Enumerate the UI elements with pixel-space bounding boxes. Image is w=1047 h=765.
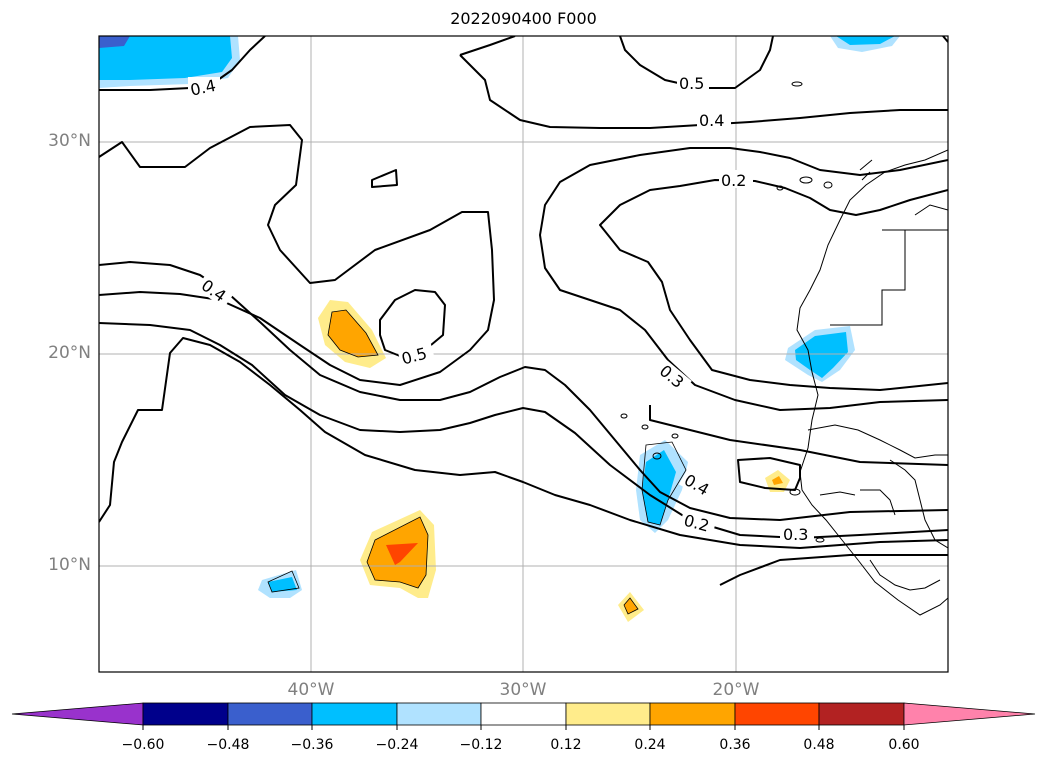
- map-frame: [98, 35, 949, 673]
- coastlines: [620, 81, 948, 616]
- colorbar-segment: [396, 702, 482, 726]
- lon-label: 20°W: [712, 680, 760, 700]
- lat-label: 10°N: [48, 555, 91, 575]
- colorbar-tick-label: −0.48: [206, 737, 250, 753]
- colorbar-tick-label: 0.24: [634, 737, 666, 753]
- lon-label: 40°W: [287, 680, 335, 700]
- colorbar-tick-label: 0.60: [888, 737, 920, 753]
- lat-label: 20°N: [48, 343, 91, 363]
- colorbar-extend-high: [903, 702, 1036, 726]
- colorbar-segment: [311, 702, 398, 726]
- contour-label: 0.4: [189, 76, 218, 100]
- colorbar-tick-label: −0.24: [375, 737, 419, 753]
- colorbar-tick-label: 0.48: [803, 737, 835, 753]
- contour-label: 0.2: [721, 171, 746, 190]
- colorbar-tick-label: −0.12: [459, 737, 503, 753]
- colorbar-segment: [565, 702, 651, 726]
- contour-label: 0.4: [699, 111, 724, 130]
- colorbar-ticks: [142, 725, 905, 730]
- contour-label: 0.5: [679, 74, 704, 93]
- contour-label: 0.3: [783, 525, 808, 544]
- map-area: 0.4 0.5 0.4 0.2 0.4 0.5 0.3 0.4 0.2 0.3: [99, 36, 948, 672]
- colorbar: [11, 702, 1036, 726]
- graticule: [99, 36, 948, 672]
- colorbar-extend-low: [11, 702, 144, 726]
- colorbar-tick-label: 0.12: [550, 737, 582, 753]
- shade-outlines: [267, 309, 687, 615]
- lat-label: 30°N: [48, 131, 91, 151]
- colorbar-segment: [227, 702, 313, 726]
- lon-label: 30°W: [499, 680, 547, 700]
- colorbar-segment: [818, 702, 905, 726]
- colorbar-segment: [649, 702, 736, 726]
- colorbar-tick-label: 0.36: [719, 737, 751, 753]
- map-title: 2022090400 F000: [450, 9, 597, 28]
- colorbar-tick-label: −0.36: [290, 737, 334, 753]
- shaded-fields: [99, 36, 900, 622]
- colorbar-segment: [142, 702, 229, 726]
- colorbar-tick-label: −0.60: [121, 737, 165, 753]
- colorbar-segment: [480, 702, 567, 726]
- contour-lines: [99, 36, 948, 586]
- colorbar-segment: [734, 702, 820, 726]
